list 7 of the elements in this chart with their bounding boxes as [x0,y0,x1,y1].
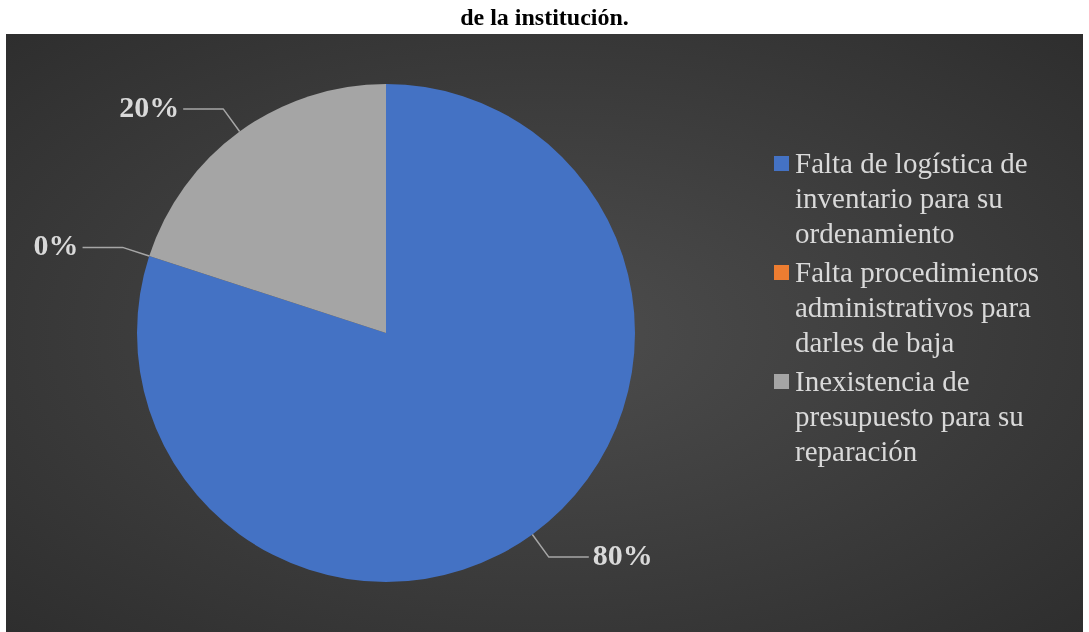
legend-label: Falta procedimientos administrativos para darles de baja [795,255,1041,360]
text: 0% [33,228,79,262]
data-label: 80% [592,537,653,571]
legend-label: Falta de logística de inventario para su ordenamiento [795,146,1029,251]
chart-title: de la institución. [459,3,630,32]
legend-label: Inexistencia de presupuesto para su reparación [795,364,1025,469]
data-label: 20% [119,89,180,123]
